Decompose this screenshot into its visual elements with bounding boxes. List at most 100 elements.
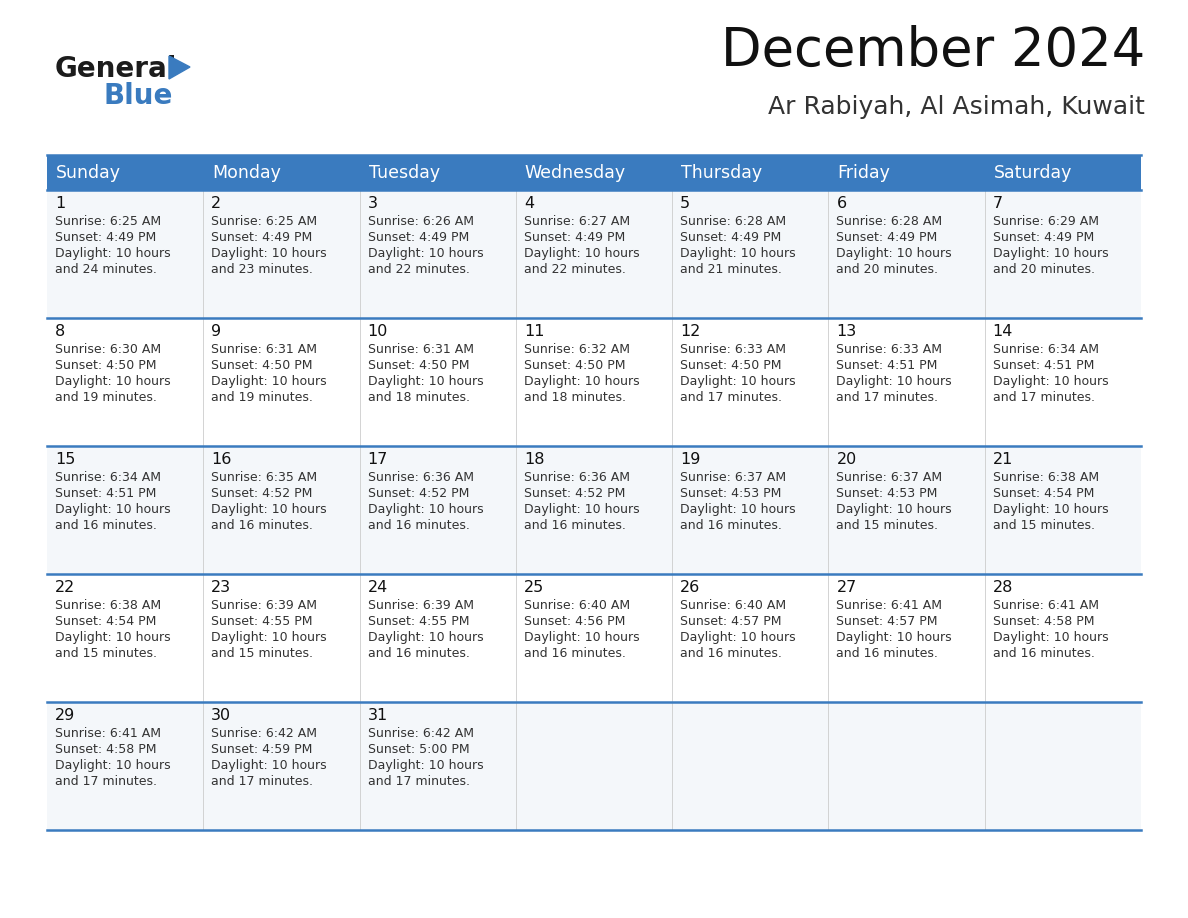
- Text: Sunrise: 6:36 AM: Sunrise: 6:36 AM: [524, 471, 630, 484]
- Text: Sunset: 4:50 PM: Sunset: 4:50 PM: [211, 359, 312, 372]
- Text: Daylight: 10 hours: Daylight: 10 hours: [367, 503, 484, 516]
- Text: 24: 24: [367, 580, 387, 595]
- Bar: [203, 702, 360, 830]
- Text: Sunset: 4:54 PM: Sunset: 4:54 PM: [55, 615, 157, 628]
- Text: and 15 minutes.: and 15 minutes.: [211, 647, 314, 660]
- Text: 2: 2: [211, 196, 221, 211]
- Text: Daylight: 10 hours: Daylight: 10 hours: [55, 631, 171, 644]
- Text: Friday: Friday: [838, 163, 890, 182]
- Bar: [516, 574, 672, 702]
- Bar: [48, 155, 1140, 190]
- Text: Sunset: 4:59 PM: Sunset: 4:59 PM: [211, 743, 312, 756]
- Bar: [516, 702, 672, 830]
- Bar: [672, 318, 828, 446]
- Text: and 16 minutes.: and 16 minutes.: [836, 647, 939, 660]
- Text: Sunset: 4:50 PM: Sunset: 4:50 PM: [681, 359, 782, 372]
- Bar: [672, 702, 828, 830]
- Text: and 19 minutes.: and 19 minutes.: [55, 391, 157, 404]
- Text: Daylight: 10 hours: Daylight: 10 hours: [836, 247, 952, 260]
- Text: Daylight: 10 hours: Daylight: 10 hours: [524, 247, 639, 260]
- Text: Sunset: 4:58 PM: Sunset: 4:58 PM: [55, 743, 157, 756]
- Text: Sunday: Sunday: [56, 163, 121, 182]
- Bar: [516, 318, 672, 446]
- Text: Sunset: 4:49 PM: Sunset: 4:49 PM: [836, 231, 937, 244]
- Text: Daylight: 10 hours: Daylight: 10 hours: [211, 375, 327, 388]
- Text: 9: 9: [211, 324, 221, 339]
- Text: 25: 25: [524, 580, 544, 595]
- Text: 29: 29: [55, 708, 75, 723]
- Text: 30: 30: [211, 708, 232, 723]
- Bar: [828, 190, 985, 318]
- Text: Sunrise: 6:31 AM: Sunrise: 6:31 AM: [367, 343, 474, 356]
- Text: Sunset: 4:58 PM: Sunset: 4:58 PM: [993, 615, 1094, 628]
- Text: Sunrise: 6:25 AM: Sunrise: 6:25 AM: [211, 215, 317, 228]
- Text: Saturday: Saturday: [993, 163, 1072, 182]
- Text: December 2024: December 2024: [721, 25, 1145, 77]
- Polygon shape: [169, 56, 190, 79]
- Bar: [672, 574, 828, 702]
- Bar: [48, 574, 203, 702]
- Text: Daylight: 10 hours: Daylight: 10 hours: [524, 631, 639, 644]
- Text: Sunrise: 6:40 AM: Sunrise: 6:40 AM: [681, 599, 786, 612]
- Bar: [828, 574, 985, 702]
- Text: Sunrise: 6:42 AM: Sunrise: 6:42 AM: [367, 727, 474, 740]
- Text: Daylight: 10 hours: Daylight: 10 hours: [681, 631, 796, 644]
- Text: Sunrise: 6:26 AM: Sunrise: 6:26 AM: [367, 215, 474, 228]
- Text: Sunset: 4:49 PM: Sunset: 4:49 PM: [367, 231, 469, 244]
- Bar: [516, 190, 672, 318]
- Text: Daylight: 10 hours: Daylight: 10 hours: [211, 759, 327, 772]
- Text: Daylight: 10 hours: Daylight: 10 hours: [993, 247, 1108, 260]
- Bar: [203, 190, 360, 318]
- Text: Sunset: 4:54 PM: Sunset: 4:54 PM: [993, 487, 1094, 500]
- Text: Sunrise: 6:41 AM: Sunrise: 6:41 AM: [836, 599, 942, 612]
- Text: and 16 minutes.: and 16 minutes.: [993, 647, 1094, 660]
- Text: Sunrise: 6:34 AM: Sunrise: 6:34 AM: [993, 343, 1099, 356]
- Bar: [360, 702, 516, 830]
- Text: Sunrise: 6:38 AM: Sunrise: 6:38 AM: [993, 471, 1099, 484]
- Text: 1: 1: [55, 196, 65, 211]
- Text: and 19 minutes.: and 19 minutes.: [211, 391, 314, 404]
- Text: 8: 8: [55, 324, 65, 339]
- Text: and 16 minutes.: and 16 minutes.: [681, 647, 782, 660]
- Text: Daylight: 10 hours: Daylight: 10 hours: [211, 631, 327, 644]
- Text: Daylight: 10 hours: Daylight: 10 hours: [524, 503, 639, 516]
- Text: and 15 minutes.: and 15 minutes.: [993, 519, 1094, 532]
- Text: 19: 19: [681, 452, 701, 467]
- Text: Sunrise: 6:27 AM: Sunrise: 6:27 AM: [524, 215, 630, 228]
- Text: 6: 6: [836, 196, 847, 211]
- Text: 5: 5: [681, 196, 690, 211]
- Text: and 23 minutes.: and 23 minutes.: [211, 263, 314, 276]
- Text: and 16 minutes.: and 16 minutes.: [55, 519, 157, 532]
- Text: Sunset: 4:57 PM: Sunset: 4:57 PM: [681, 615, 782, 628]
- Text: Daylight: 10 hours: Daylight: 10 hours: [211, 503, 327, 516]
- Text: 3: 3: [367, 196, 378, 211]
- Text: Ar Rabiyah, Al Asimah, Kuwait: Ar Rabiyah, Al Asimah, Kuwait: [769, 95, 1145, 119]
- Text: and 22 minutes.: and 22 minutes.: [367, 263, 469, 276]
- Text: Daylight: 10 hours: Daylight: 10 hours: [836, 631, 952, 644]
- Text: and 16 minutes.: and 16 minutes.: [524, 519, 626, 532]
- Text: Sunrise: 6:29 AM: Sunrise: 6:29 AM: [993, 215, 1099, 228]
- Text: Sunset: 4:52 PM: Sunset: 4:52 PM: [367, 487, 469, 500]
- Text: Sunrise: 6:37 AM: Sunrise: 6:37 AM: [681, 471, 786, 484]
- Text: Daylight: 10 hours: Daylight: 10 hours: [524, 375, 639, 388]
- Text: 15: 15: [55, 452, 75, 467]
- Text: Daylight: 10 hours: Daylight: 10 hours: [55, 375, 171, 388]
- Text: Sunrise: 6:39 AM: Sunrise: 6:39 AM: [211, 599, 317, 612]
- Text: Sunset: 4:49 PM: Sunset: 4:49 PM: [211, 231, 312, 244]
- Text: 20: 20: [836, 452, 857, 467]
- Text: Sunset: 4:51 PM: Sunset: 4:51 PM: [993, 359, 1094, 372]
- Text: Sunset: 4:53 PM: Sunset: 4:53 PM: [836, 487, 937, 500]
- Text: Daylight: 10 hours: Daylight: 10 hours: [55, 503, 171, 516]
- Text: 17: 17: [367, 452, 388, 467]
- Bar: [985, 318, 1140, 446]
- Text: and 18 minutes.: and 18 minutes.: [524, 391, 626, 404]
- Text: Sunrise: 6:41 AM: Sunrise: 6:41 AM: [55, 727, 162, 740]
- Text: 10: 10: [367, 324, 388, 339]
- Text: Sunset: 4:50 PM: Sunset: 4:50 PM: [367, 359, 469, 372]
- Text: and 24 minutes.: and 24 minutes.: [55, 263, 157, 276]
- Text: Sunset: 4:49 PM: Sunset: 4:49 PM: [55, 231, 157, 244]
- Text: Sunset: 4:49 PM: Sunset: 4:49 PM: [524, 231, 625, 244]
- Bar: [203, 574, 360, 702]
- Text: 7: 7: [993, 196, 1003, 211]
- Text: Daylight: 10 hours: Daylight: 10 hours: [681, 375, 796, 388]
